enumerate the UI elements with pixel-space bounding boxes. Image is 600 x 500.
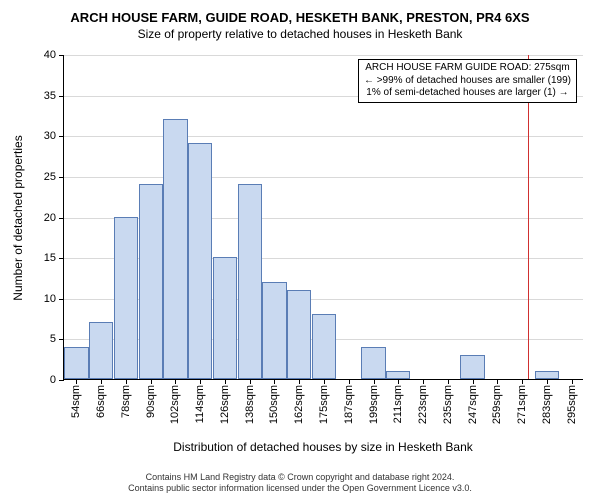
x-tick-label: 126sqm: [219, 385, 231, 424]
x-tick: [423, 379, 424, 384]
property-marker-line: [528, 55, 529, 379]
histogram-bar: [361, 347, 385, 380]
legend-line-3: 1% of semi-detached houses are larger (1…: [364, 87, 571, 100]
histogram-bar: [535, 371, 559, 379]
x-tick-label: 138sqm: [244, 385, 256, 424]
x-tick: [76, 379, 77, 384]
x-tick-label: 102sqm: [169, 385, 181, 424]
x-tick: [274, 379, 275, 384]
x-tick: [374, 379, 375, 384]
x-tick: [299, 379, 300, 384]
x-tick: [572, 379, 573, 384]
y-tick-label: 5: [50, 333, 64, 345]
histogram-bar: [64, 347, 88, 380]
x-tick-label: 199sqm: [368, 385, 380, 424]
y-tick-label: 35: [44, 90, 64, 102]
footer: Contains HM Land Registry data © Crown c…: [0, 472, 600, 494]
gridline: [64, 177, 583, 178]
x-tick-label: 187sqm: [343, 385, 355, 424]
y-tick-label: 0: [50, 374, 64, 386]
x-tick: [448, 379, 449, 384]
x-tick-label: 78sqm: [120, 385, 132, 418]
legend-line-1: ARCH HOUSE FARM GUIDE ROAD: 275sqm: [364, 62, 571, 75]
x-tick: [324, 379, 325, 384]
x-tick: [126, 379, 127, 384]
histogram-bar: [139, 184, 163, 379]
histogram-bar: [213, 257, 237, 379]
x-tick: [547, 379, 548, 384]
x-tick-label: 175sqm: [318, 385, 330, 424]
y-tick-label: 20: [44, 212, 64, 224]
x-tick: [175, 379, 176, 384]
y-axis-label: Number of detached properties: [11, 135, 25, 300]
histogram-bar: [89, 322, 113, 379]
x-tick-label: 114sqm: [194, 385, 206, 423]
gridline: [64, 55, 583, 56]
histogram-bar: [386, 371, 410, 379]
histogram-bar: [312, 314, 336, 379]
x-tick-label: 223sqm: [417, 385, 429, 424]
x-tick: [101, 379, 102, 384]
x-tick-label: 90sqm: [145, 385, 157, 418]
histogram-bar: [163, 119, 187, 379]
x-tick: [250, 379, 251, 384]
x-tick-label: 211sqm: [392, 385, 404, 423]
histogram-bar: [262, 282, 286, 380]
histogram-bar: [460, 355, 484, 379]
gridline: [64, 136, 583, 137]
x-tick-label: 295sqm: [566, 385, 578, 424]
x-tick-label: 259sqm: [491, 385, 503, 424]
x-tick: [497, 379, 498, 384]
histogram-bar: [238, 184, 262, 379]
histogram-bar: [287, 290, 311, 379]
page-subtitle: Size of property relative to detached ho…: [0, 27, 600, 41]
x-tick: [349, 379, 350, 384]
y-tick-label: 40: [44, 49, 64, 61]
y-tick-label: 15: [44, 252, 64, 264]
x-tick: [473, 379, 474, 384]
x-tick-label: 66sqm: [95, 385, 107, 418]
legend-line-2: ← >99% of detached houses are smaller (1…: [364, 75, 571, 88]
histogram-bar: [188, 143, 212, 379]
x-tick-label: 150sqm: [268, 385, 280, 424]
x-tick-label: 235sqm: [442, 385, 454, 424]
footer-line-2: Contains public sector information licen…: [0, 483, 600, 494]
x-tick: [398, 379, 399, 384]
y-tick-label: 25: [44, 171, 64, 183]
x-tick-label: 162sqm: [293, 385, 305, 424]
footer-line-1: Contains HM Land Registry data © Crown c…: [0, 472, 600, 483]
y-tick-label: 10: [44, 293, 64, 305]
x-tick-label: 271sqm: [516, 385, 528, 424]
x-tick-label: 54sqm: [70, 385, 82, 418]
y-tick-label: 30: [44, 130, 64, 142]
x-tick-label: 283sqm: [541, 385, 553, 424]
plot-area: 051015202530354054sqm66sqm78sqm90sqm102s…: [63, 55, 583, 380]
x-tick: [522, 379, 523, 384]
page-title: ARCH HOUSE FARM, GUIDE ROAD, HESKETH BAN…: [0, 0, 600, 25]
x-tick-label: 247sqm: [467, 385, 479, 424]
chart-container: ARCH HOUSE FARM, GUIDE ROAD, HESKETH BAN…: [0, 0, 600, 500]
histogram-bar: [114, 217, 138, 380]
legend-box: ARCH HOUSE FARM GUIDE ROAD: 275sqm ← >99…: [358, 59, 577, 103]
x-tick: [200, 379, 201, 384]
x-tick: [151, 379, 152, 384]
x-axis-label: Distribution of detached houses by size …: [173, 440, 473, 454]
x-tick: [225, 379, 226, 384]
